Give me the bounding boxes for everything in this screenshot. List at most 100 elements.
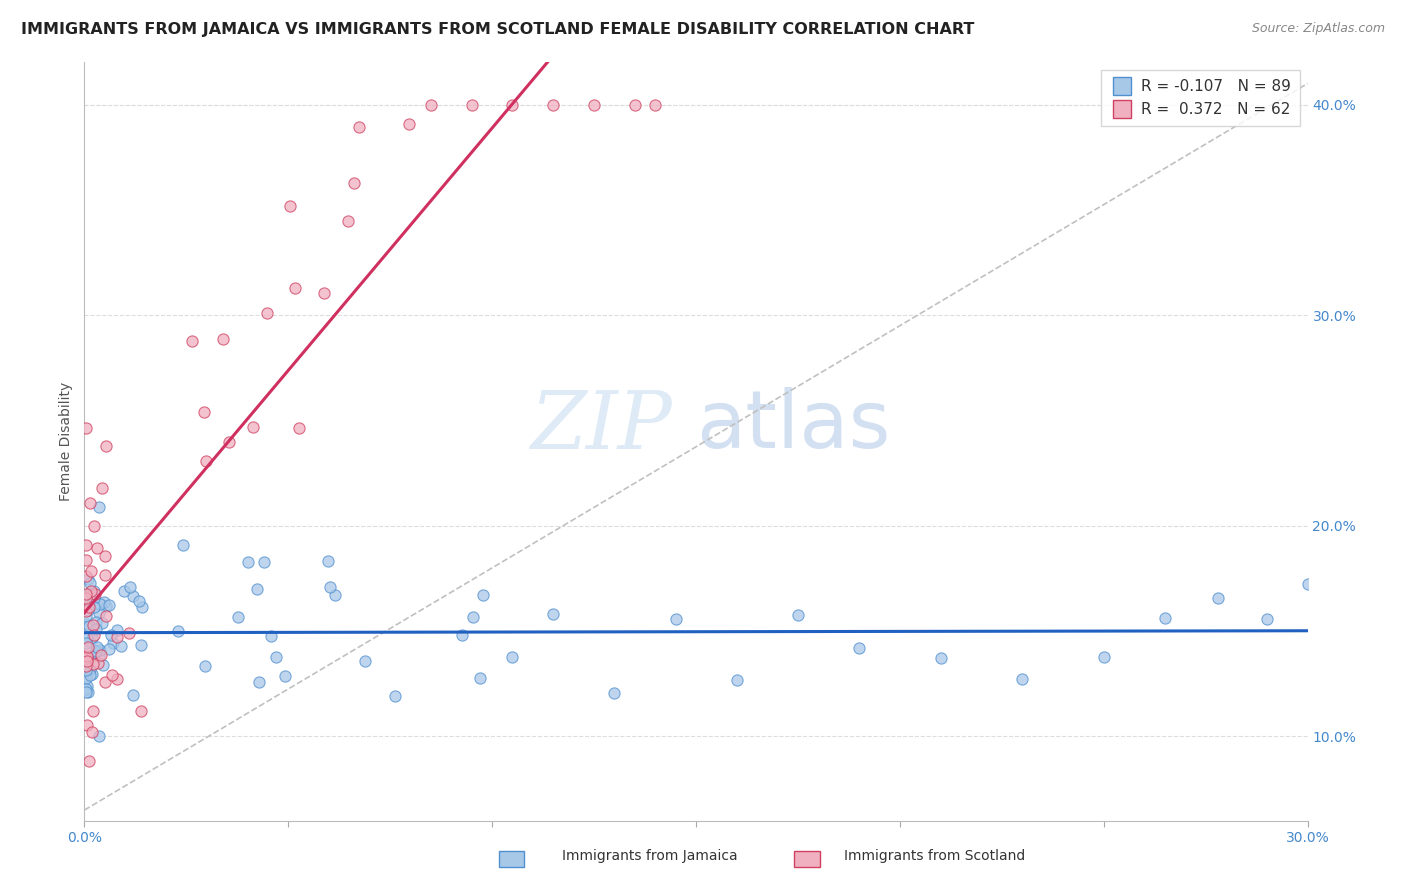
Point	[105, 624, 128, 638]
Point	[1154, 611, 1177, 625]
Point	[1011, 672, 1033, 686]
Point	[468, 671, 491, 685]
Point	[77, 652, 100, 666]
Text: Immigrants from Scotland: Immigrants from Scotland	[844, 849, 1025, 863]
Point	[246, 582, 269, 597]
Point	[82, 657, 104, 672]
Point	[260, 629, 283, 643]
Point	[787, 608, 810, 623]
Point	[89, 643, 111, 657]
Point	[353, 654, 375, 668]
Point	[76, 648, 98, 663]
Point	[122, 689, 145, 703]
Point	[82, 705, 104, 719]
Point	[80, 564, 103, 578]
Point	[97, 642, 120, 657]
Point	[247, 674, 270, 689]
Point	[228, 610, 250, 624]
Point	[128, 594, 150, 608]
Point	[91, 616, 114, 631]
Point	[94, 674, 117, 689]
Point	[79, 667, 101, 681]
Point	[86, 622, 108, 636]
Point	[98, 598, 121, 612]
Point	[103, 636, 125, 650]
Point	[89, 648, 111, 663]
Point	[236, 556, 259, 570]
Point	[79, 635, 101, 649]
Point	[502, 97, 524, 112]
Point	[94, 599, 117, 613]
Point	[131, 704, 153, 718]
Point	[193, 405, 215, 419]
Point	[80, 631, 103, 645]
Point	[121, 589, 143, 603]
Point	[110, 640, 132, 654]
Point	[89, 606, 111, 620]
Point	[77, 600, 100, 615]
Point	[75, 569, 97, 583]
Point	[94, 439, 117, 453]
Point	[253, 555, 276, 569]
Point	[76, 603, 98, 617]
Point	[93, 594, 115, 608]
Point	[1092, 649, 1115, 664]
Point	[94, 608, 117, 623]
Point	[288, 420, 311, 434]
Point	[83, 628, 105, 642]
Point	[94, 549, 117, 563]
Point	[461, 97, 484, 112]
Point	[75, 538, 97, 552]
Point	[75, 685, 97, 699]
Point	[77, 754, 100, 768]
Point	[624, 97, 647, 112]
Point	[75, 659, 97, 673]
Text: ZIP: ZIP	[530, 388, 672, 465]
Point	[89, 729, 111, 743]
Point	[77, 572, 100, 586]
Point	[181, 334, 204, 349]
Point	[86, 541, 108, 555]
Point	[75, 650, 97, 665]
Point	[83, 600, 105, 615]
Point	[725, 673, 748, 687]
Point	[76, 718, 98, 732]
Point	[337, 213, 360, 227]
Point	[75, 663, 97, 677]
Point	[316, 554, 339, 568]
Point	[76, 640, 98, 654]
Point	[82, 724, 104, 739]
Point	[76, 586, 98, 600]
Point	[93, 567, 115, 582]
Point	[583, 97, 606, 112]
Point	[463, 610, 485, 624]
Point	[1256, 612, 1278, 626]
Point	[76, 651, 98, 665]
Point	[79, 584, 101, 599]
Point	[75, 591, 97, 606]
Point	[79, 648, 101, 663]
Point	[343, 176, 366, 190]
Point	[323, 588, 346, 602]
Point	[848, 641, 870, 656]
Point	[86, 644, 108, 658]
Point	[543, 97, 565, 112]
Point	[76, 654, 98, 668]
Point	[100, 627, 122, 641]
Point	[194, 658, 217, 673]
Point	[131, 599, 153, 614]
Text: Source: ZipAtlas.com: Source: ZipAtlas.com	[1251, 22, 1385, 36]
Point	[76, 662, 98, 676]
Point	[75, 594, 97, 608]
Point	[84, 644, 107, 658]
Point	[76, 617, 98, 632]
Point	[79, 496, 101, 510]
Point	[75, 682, 97, 697]
Point	[384, 689, 406, 703]
Point	[89, 597, 111, 611]
Point	[79, 662, 101, 676]
Point	[314, 285, 336, 300]
Point	[86, 640, 108, 654]
Point	[929, 651, 952, 665]
Point	[75, 552, 97, 566]
